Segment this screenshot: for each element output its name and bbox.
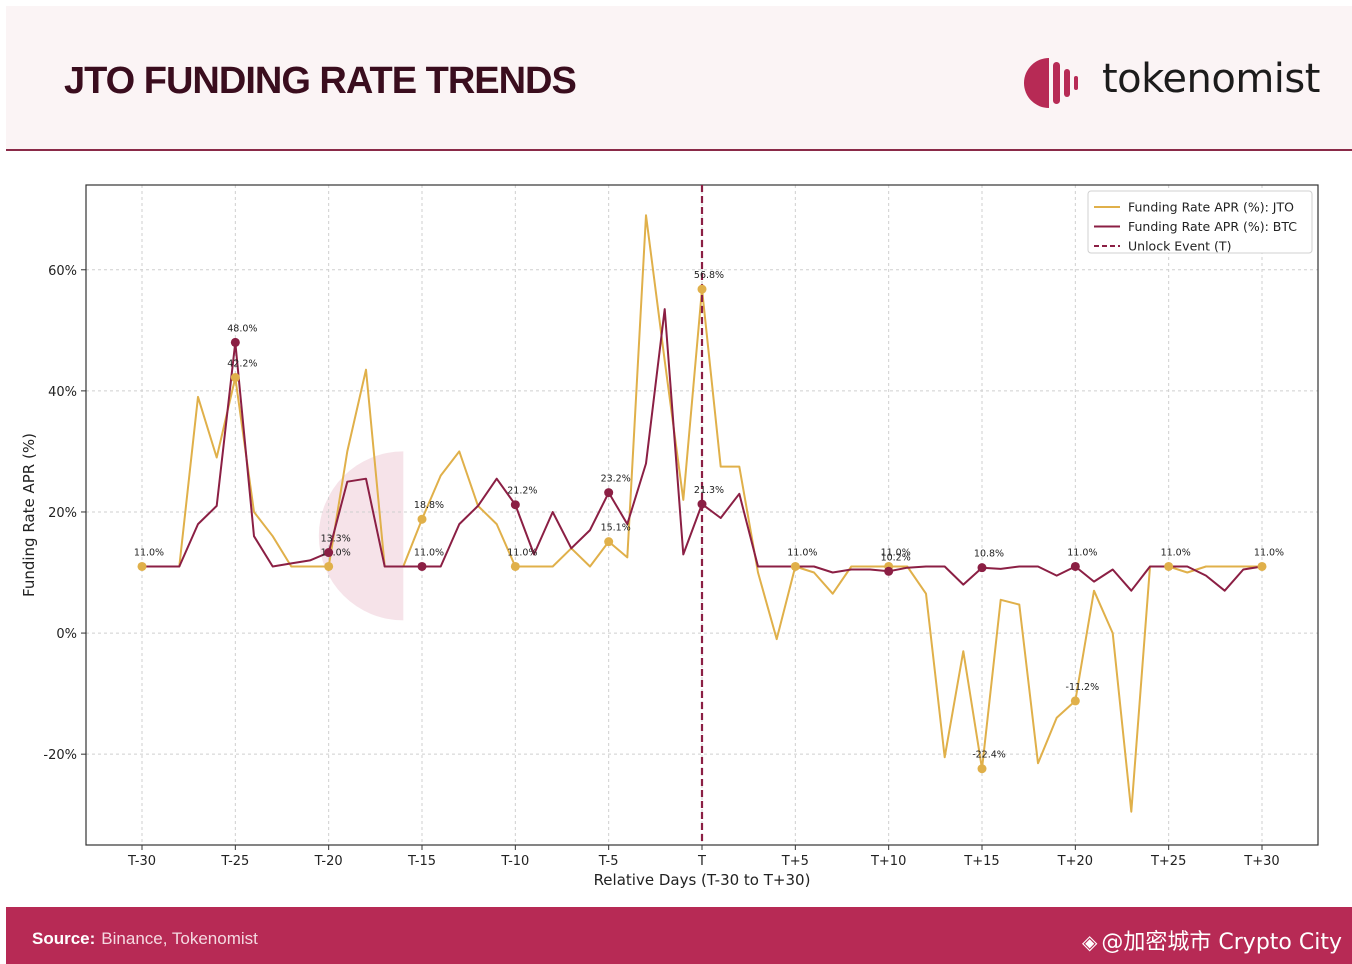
legend-label: Funding Rate APR (%): BTC <box>1128 219 1297 234</box>
tokenomist-logo-icon <box>1023 58 1078 108</box>
y-tick-label: 60% <box>48 264 77 279</box>
jto-data-label: -11.2% <box>1066 682 1100 693</box>
jto-data-label: 11.0% <box>507 547 537 558</box>
footer: Source: Binance, Tokenomist ◈ @加密城市 Crypto… <box>6 907 1352 964</box>
jto-data-label: 11.0% <box>1254 547 1284 558</box>
x-tick-label: T+20 <box>1057 854 1093 869</box>
x-tick-label: T-30 <box>127 854 156 869</box>
jto-marker <box>604 537 614 547</box>
jto-marker <box>790 561 800 571</box>
source-note: Source: Binance, Tokenomist <box>32 929 258 949</box>
btc-data-label: 48.0% <box>227 323 257 334</box>
y-tick-label: 20% <box>48 506 77 521</box>
jto-data-label: 11.0% <box>1161 547 1191 558</box>
btc-marker <box>604 488 614 498</box>
brand-name: tokenomist <box>1102 56 1320 102</box>
x-tick-label: T-10 <box>500 854 529 869</box>
btc-data-label: 10.2% <box>881 552 911 563</box>
btc-marker <box>884 566 894 576</box>
y-tick-label: 0% <box>56 627 77 642</box>
x-tick-label: T+25 <box>1150 854 1186 869</box>
jto-marker <box>1070 696 1080 706</box>
jto-marker <box>1257 561 1267 571</box>
x-tick-label: T-25 <box>220 854 249 869</box>
btc-marker <box>417 561 427 571</box>
jto-marker <box>510 561 520 571</box>
y-tick-label: -20% <box>43 748 77 763</box>
jto-data-label: 11.0% <box>787 547 817 558</box>
x-tick-label: T-5 <box>598 854 619 869</box>
btc-data-label: 11.0% <box>414 547 444 558</box>
x-tick-label: T+5 <box>781 854 809 869</box>
jto-data-label: 56.8% <box>694 270 724 281</box>
x-tick-label: T-20 <box>314 854 343 869</box>
btc-data-label: 10.8% <box>974 549 1004 560</box>
btc-marker <box>324 548 334 558</box>
btc-marker <box>510 500 520 510</box>
x-axis-label: Relative Days (T-30 to T+30) <box>594 871 811 889</box>
btc-data-label: 13.3% <box>321 534 351 545</box>
source-label: Source: <box>32 929 96 948</box>
jto-marker <box>977 764 987 774</box>
jto-marker <box>137 561 147 571</box>
jto-data-label: 11.0% <box>134 547 164 558</box>
watermark-text: @加密城市 Crypto City <box>1101 930 1342 955</box>
chart-area: -20% 0% 20% 40% 60% T-30 T-25 T-20 T-15 T-10 T-5 T T… <box>6 151 1352 907</box>
watermark: ◈ @加密城市 Crypto City <box>1082 924 1342 956</box>
x-tick-label: T+10 <box>870 854 906 869</box>
funding-rate-chart: -20% 0% 20% 40% 60% T-30 T-25 T-20 T-15 T-10 T-5 T T… <box>20 184 1319 889</box>
btc-data-label: 11.0% <box>1067 547 1097 558</box>
legend-label: Funding Rate APR (%): JTO <box>1128 200 1294 215</box>
x-tick-label: T <box>697 854 706 869</box>
btc-marker <box>977 563 987 573</box>
jto-data-label: 11.0% <box>881 547 911 558</box>
jto-data-label: 15.1% <box>601 523 631 534</box>
btc-marker <box>230 337 240 347</box>
jto-marker <box>230 373 240 383</box>
btc-marker <box>697 499 707 509</box>
binance-diamond-icon: ◈ <box>1082 930 1098 954</box>
legend-box <box>1087 190 1313 254</box>
jto-data-label: 18.8% <box>414 500 444 511</box>
legend-label: Unlock Event (T) <box>1128 239 1231 254</box>
source-text: Binance, Tokenomist <box>101 929 258 948</box>
x-tick-label: T+30 <box>1243 854 1279 869</box>
x-tick-label: T-15 <box>407 854 436 869</box>
y-tick-label: 40% <box>48 385 77 400</box>
jto-marker <box>697 284 707 294</box>
jto-series-line <box>142 214 1262 813</box>
jto-data-label: -22.4% <box>972 750 1006 761</box>
jto-data-label: 11.0% <box>321 547 351 558</box>
x-tick-label: T+15 <box>963 854 999 869</box>
jto-marker <box>324 561 334 571</box>
jto-marker <box>417 514 427 524</box>
jto-data-label: 42.2% <box>227 359 257 370</box>
jto-marker <box>1164 561 1174 571</box>
btc-data-label: 23.2% <box>601 474 631 485</box>
btc-data-label: 21.2% <box>507 486 537 497</box>
btc-data-label: 21.3% <box>694 485 724 496</box>
header: JTO FUNDING RATE TRENDS tokenomist <box>6 6 1352 151</box>
page-title: JTO FUNDING RATE TRENDS <box>64 60 577 102</box>
btc-marker <box>1070 561 1080 571</box>
y-axis-label: Funding Rate APR (%) <box>20 433 38 597</box>
